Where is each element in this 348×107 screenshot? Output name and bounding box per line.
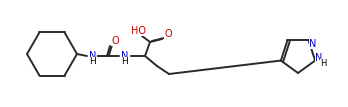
Text: N: N [89, 51, 97, 61]
Text: HO: HO [130, 26, 145, 36]
Text: H: H [121, 56, 128, 65]
Text: H: H [320, 59, 326, 68]
Text: N: N [121, 51, 129, 61]
Text: H: H [90, 56, 96, 65]
Text: N: N [315, 53, 323, 63]
Text: N: N [309, 39, 316, 49]
Text: O: O [164, 29, 172, 39]
Text: O: O [111, 36, 119, 46]
